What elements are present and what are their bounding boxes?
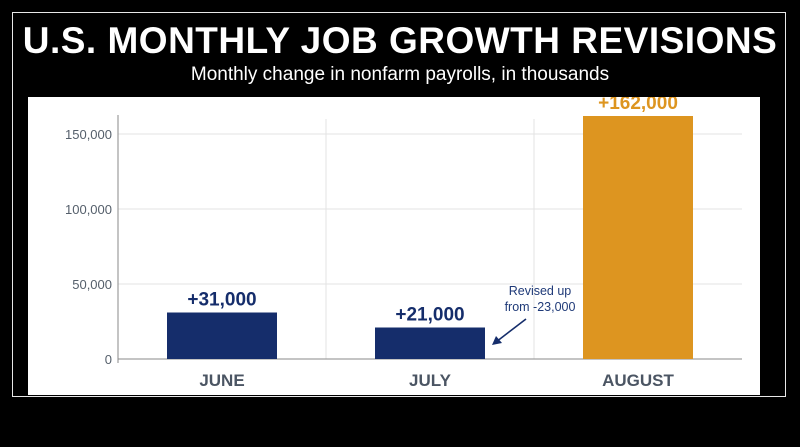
bar-july xyxy=(375,327,485,359)
bar-june xyxy=(167,312,277,359)
annotation-arrow-shaft xyxy=(495,318,527,343)
y-tick-label: 150,000 xyxy=(65,127,112,142)
x-tick-label: JUNE xyxy=(199,371,244,390)
chart-title: U.S. MONTHLY JOB GROWTH REVISIONS xyxy=(22,20,778,61)
chart-subtitle: Monthly change in nonfarm payrolls, in t… xyxy=(190,64,610,85)
title-frame xyxy=(12,12,786,397)
bar-chart: 0 50,000 100,000 150,000 +31,000 JUNE +21,000 J… xyxy=(65,97,742,390)
y-tick-label: 50,000 xyxy=(72,277,112,292)
annotation-line-2: from -23,000 xyxy=(505,300,576,314)
data-label-july: +21,000 xyxy=(395,305,464,326)
data-label-august: +162,000 xyxy=(598,97,678,114)
y-tick-label: 0 xyxy=(105,352,112,367)
data-label-june: +31,000 xyxy=(187,290,256,311)
bar-august xyxy=(583,116,693,359)
annotation-arrow-head xyxy=(492,336,502,345)
x-tick-label: JULY xyxy=(409,371,452,390)
annotation-line-1: Revised up xyxy=(509,284,572,298)
x-tick-label: AUGUST xyxy=(602,371,674,390)
y-tick-label: 100,000 xyxy=(65,202,112,217)
chart-panel: 0 50,000 100,000 150,000 +31,000 JUNE +21,000 J… xyxy=(28,97,760,395)
